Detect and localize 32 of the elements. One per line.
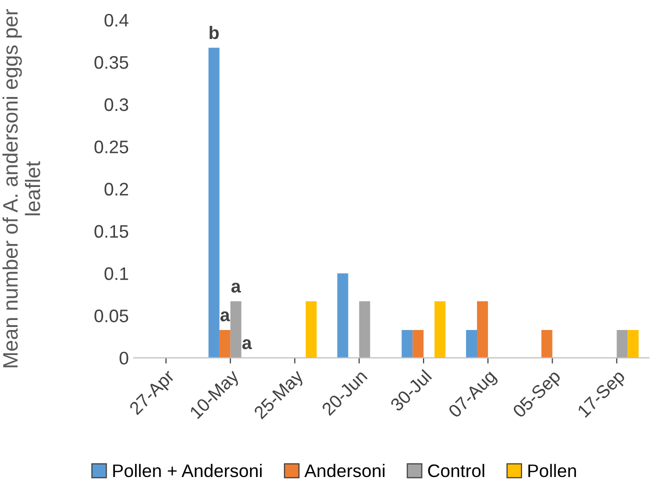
bar [230, 301, 242, 358]
y-axis-title: Mean number of A. andersoni eggs per leaflet [2, 9, 40, 368]
bar [359, 301, 370, 358]
bar [541, 330, 552, 358]
annotation: a [242, 339, 252, 350]
y-tick-label: 0.2 [104, 182, 128, 196]
y-tick-label: 0.4 [104, 14, 128, 27]
legend-label: Andersoni [304, 464, 384, 478]
bar [616, 330, 628, 358]
y-tick-label: 0.25 [94, 140, 128, 154]
bar [208, 48, 220, 358]
bar [402, 330, 413, 358]
y-tick-label: 0.05 [94, 310, 128, 322]
y-tick-label: 0.1 [104, 267, 128, 280]
annotation: a [220, 311, 230, 322]
annotation: a [231, 282, 241, 293]
bar [477, 301, 488, 358]
y-tick-label: 0 [120, 352, 128, 365]
bar [434, 301, 446, 358]
bar [628, 330, 639, 358]
bar [466, 330, 478, 358]
y-tick-label: 0.35 [94, 56, 128, 69]
legend-label: Pollen + Andersoni [113, 464, 262, 478]
legend-label: Pollen [528, 464, 576, 478]
y-tick-label: 0.15 [94, 225, 128, 238]
bar [306, 301, 317, 358]
y-tick-label: 0.3 [104, 98, 128, 112]
bar [337, 273, 348, 358]
bar [412, 330, 424, 358]
annotation: b [210, 26, 219, 40]
legend-label: Control [428, 464, 484, 478]
bar [219, 330, 230, 358]
